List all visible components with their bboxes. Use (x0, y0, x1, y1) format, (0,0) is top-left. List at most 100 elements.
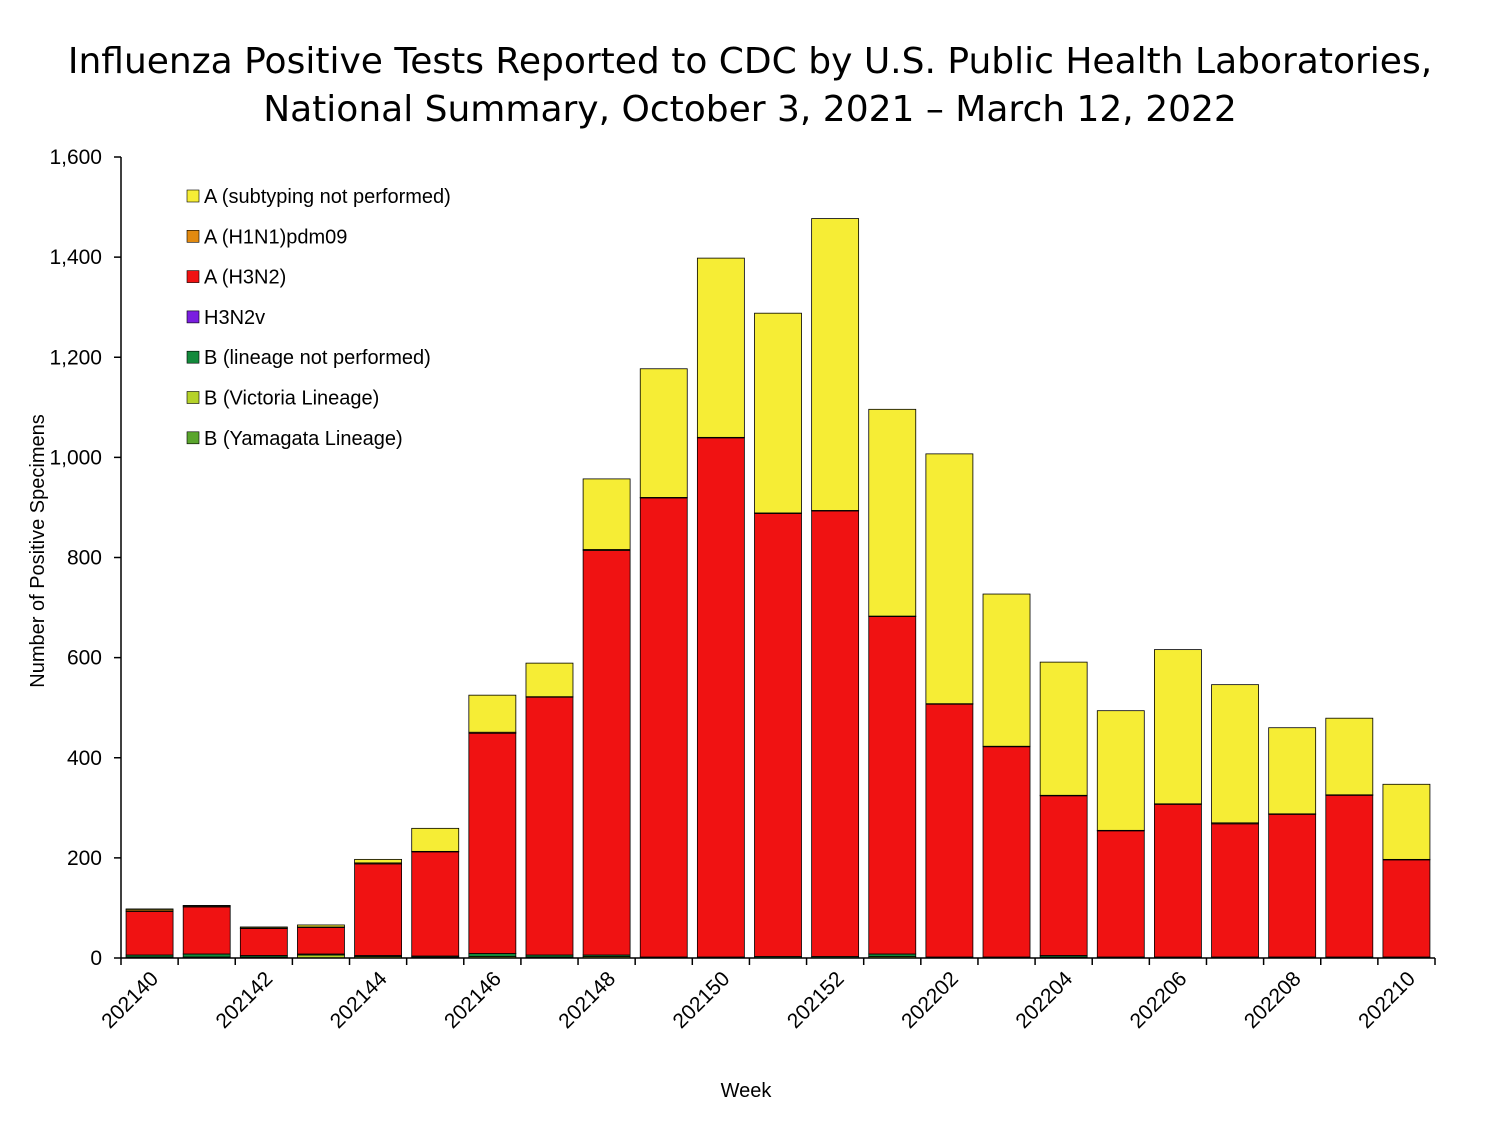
legend-item-a-h1n1-pdm09: A (H1N1)pdm09 (186, 226, 347, 248)
bar-a-subtyping-not-performed-202145 (411, 827, 460, 852)
legend-item-b-lineage-not-performed: B (lineage not performed) (186, 347, 431, 369)
bar-a-subtyping-not-performed-202205 (1096, 710, 1145, 831)
bar-a-h3n2-202145 (411, 851, 460, 957)
y-tick-label: 1,000 (49, 446, 102, 469)
x-axis: 202140 202142 202144 202146 202148 202150 2021… (97, 957, 1436, 1033)
y-tick-label: 200 (67, 847, 102, 870)
bar-stack-202206 (1154, 649, 1202, 959)
bar-a-subtyping-not-performed-202144 (354, 858, 402, 864)
bar-a-subtyping-not-performed-202151 (754, 312, 802, 514)
x-tick-label: 202146 (440, 967, 506, 1033)
bar-a-h3n2-202202 (925, 703, 974, 958)
x-tick-label: 202144 (326, 967, 392, 1033)
x-tick-label: 202210 (1354, 967, 1420, 1033)
bar-a-subtyping-not-performed-202152 (811, 218, 860, 511)
bars-group (125, 218, 1431, 959)
bar-stack-202148 (582, 478, 631, 959)
x-tick-label: 202206 (1126, 967, 1192, 1033)
x-axis-title: Week (721, 1080, 773, 1102)
bar-a-subtyping-not-performed-202208 (1268, 727, 1317, 815)
bar-a-subtyping-not-performed-202209 (1325, 717, 1374, 796)
x-tick-label: 202204 (1011, 967, 1077, 1033)
bar-stack-202151 (754, 312, 802, 959)
bar-stack-202203 (982, 593, 1031, 959)
legend-swatch (186, 350, 200, 364)
y-tick-label: 1,400 (49, 246, 102, 269)
y-tick-label: 400 (67, 747, 102, 770)
bar-stack-202201 (868, 408, 917, 959)
bar-stack-202209 (1325, 717, 1374, 959)
bar-stack-202202 (925, 453, 974, 959)
bar-stack-202141 (182, 905, 231, 959)
legend-swatch (186, 431, 200, 445)
legend-item-a-h3n2: A (H3N2) (186, 267, 286, 289)
y-tick-label: 800 (67, 547, 102, 570)
legend-swatch (186, 310, 200, 324)
bar-a-h3n2-202146 (468, 732, 517, 954)
legend-label: B (Victoria Lineage) (204, 388, 379, 410)
x-tick-label: 202142 (212, 967, 278, 1033)
bar-a-subtyping-not-performed-202148 (582, 478, 631, 550)
bar-b-lineage-not-performed-202146 (468, 953, 517, 957)
bar-a-subtyping-not-performed-202207 (1211, 684, 1259, 824)
y-axis: 0 200 400 600 800 1,000 1,200 1,400 1,600 (49, 146, 122, 970)
legend-item-h3n2v: H3N2v (186, 307, 265, 329)
bar-stack-202150 (696, 257, 745, 959)
y-tick-label: 1,200 (49, 346, 102, 369)
x-tick-label: 202150 (669, 967, 735, 1033)
legend-label: A (H1N1)pdm09 (204, 226, 347, 248)
bar-a-h3n2-202209 (1325, 794, 1374, 958)
bar-a-h3n2-202205 (1096, 830, 1145, 958)
bar-stack-202142 (239, 926, 288, 959)
bar-a-h3n2-202204 (1039, 795, 1088, 956)
legend-item-b-victoria-lineage: B (Victoria Lineage) (186, 388, 379, 410)
legend-item-a-subtyping-not-performed: A (subtyping not performed) (186, 186, 451, 208)
legend-label: A (H3N2) (204, 267, 286, 289)
bar-a-h3n2-202149 (639, 497, 688, 958)
bar-stack-202204 (1039, 661, 1088, 959)
bar-a-subtyping-not-performed-202140 (125, 908, 174, 911)
bar-stack-202208 (1268, 727, 1317, 959)
x-tick-label: 202202 (897, 967, 963, 1033)
bar-a-subtyping-not-performed-202150 (696, 257, 745, 438)
bar-a-subtyping-not-performed-202147 (525, 662, 574, 698)
bar-a-subtyping-not-performed-202204 (1039, 661, 1088, 796)
chart-title-line-2: National Summary, October 3, 2021 – Marc… (263, 89, 1237, 130)
y-axis-title: Number of Positive Specimens (27, 414, 49, 687)
bar-a-h3n2-202207 (1211, 823, 1259, 958)
bar-a-h3n2-202140 (125, 911, 174, 956)
y-tick-label: 0 (90, 947, 102, 970)
x-tick-label: 202208 (1240, 967, 1306, 1033)
legend-label: B (Yamagata Lineage) (204, 428, 403, 450)
y-tick-label: 1,600 (49, 146, 102, 169)
bar-a-h3n2-202143 (297, 927, 345, 955)
legend-label: H3N2v (204, 307, 265, 329)
legend-swatch (186, 391, 200, 404)
legend-label: B (lineage not performed) (204, 347, 431, 369)
bar-stack-202149 (639, 368, 688, 959)
bar-a-subtyping-not-performed-202143 (297, 924, 345, 928)
legend-swatch (186, 230, 200, 243)
legend-label: A (subtyping not performed) (204, 186, 451, 208)
x-tick-label: 202148 (554, 967, 620, 1033)
bar-stack-202147 (525, 662, 574, 959)
chart-title-line-1: Influenza Positive Tests Reported to CDC… (67, 41, 1433, 82)
bar-a-h3n2-202144 (354, 863, 402, 956)
bar-a-h3n2-202210 (1382, 859, 1431, 958)
bar-a-subtyping-not-performed-202202 (925, 453, 974, 705)
bar-a-h3n2-202142 (239, 928, 288, 956)
bar-stack-202146 (468, 694, 517, 959)
bar-b-lineage-not-performed-202141 (182, 953, 231, 958)
x-tick-label: 202152 (783, 967, 849, 1033)
bar-a-subtyping-not-performed-202142 (239, 926, 288, 929)
bar-a-h3n2-202201 (868, 616, 917, 955)
bar-a-h3n2-202151 (754, 513, 802, 957)
bar-a-subtyping-not-performed-202203 (982, 593, 1031, 747)
bar-stack-202210 (1382, 783, 1431, 959)
chart-title: Influenza Positive Tests Reported to CDC… (0, 38, 1500, 134)
bar-a-h3n2-202148 (582, 550, 631, 956)
x-tick-label: 202140 (97, 967, 163, 1033)
bar-a-h3n2-202147 (525, 696, 574, 956)
bar-a-subtyping-not-performed-202206 (1154, 649, 1202, 805)
